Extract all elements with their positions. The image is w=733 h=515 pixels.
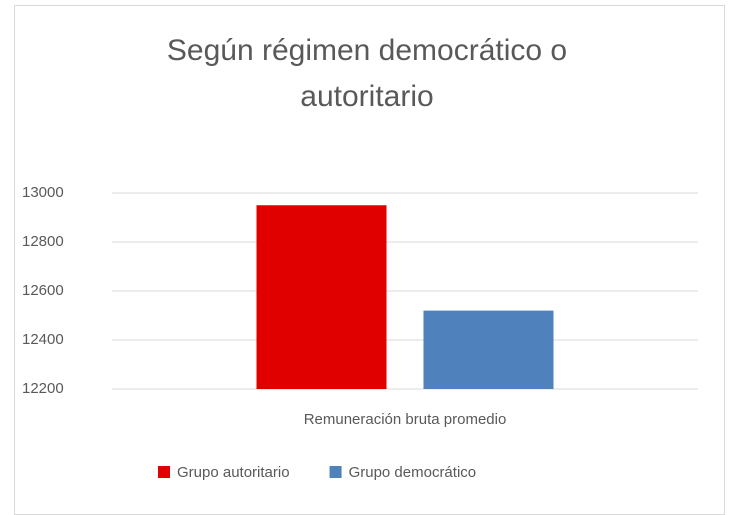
- legend-label: Grupo autoritario: [177, 464, 290, 481]
- y-tick-label: 13000: [22, 184, 64, 201]
- bar: [423, 310, 554, 389]
- bar: [256, 205, 387, 389]
- y-tick-label: 12800: [22, 233, 64, 250]
- legend-swatch: [158, 466, 170, 478]
- chart-title: Según régimen democrático o autoritario: [166, 34, 568, 113]
- y-tick-label: 12600: [22, 282, 64, 299]
- legend-swatch: [329, 466, 342, 478]
- y-tick-label: 12200: [22, 380, 64, 397]
- x-tick-label: Remuneración bruta promedio: [304, 411, 507, 428]
- y-tick-label: 12400: [22, 331, 64, 348]
- legend-label: Grupo democrático: [349, 464, 477, 481]
